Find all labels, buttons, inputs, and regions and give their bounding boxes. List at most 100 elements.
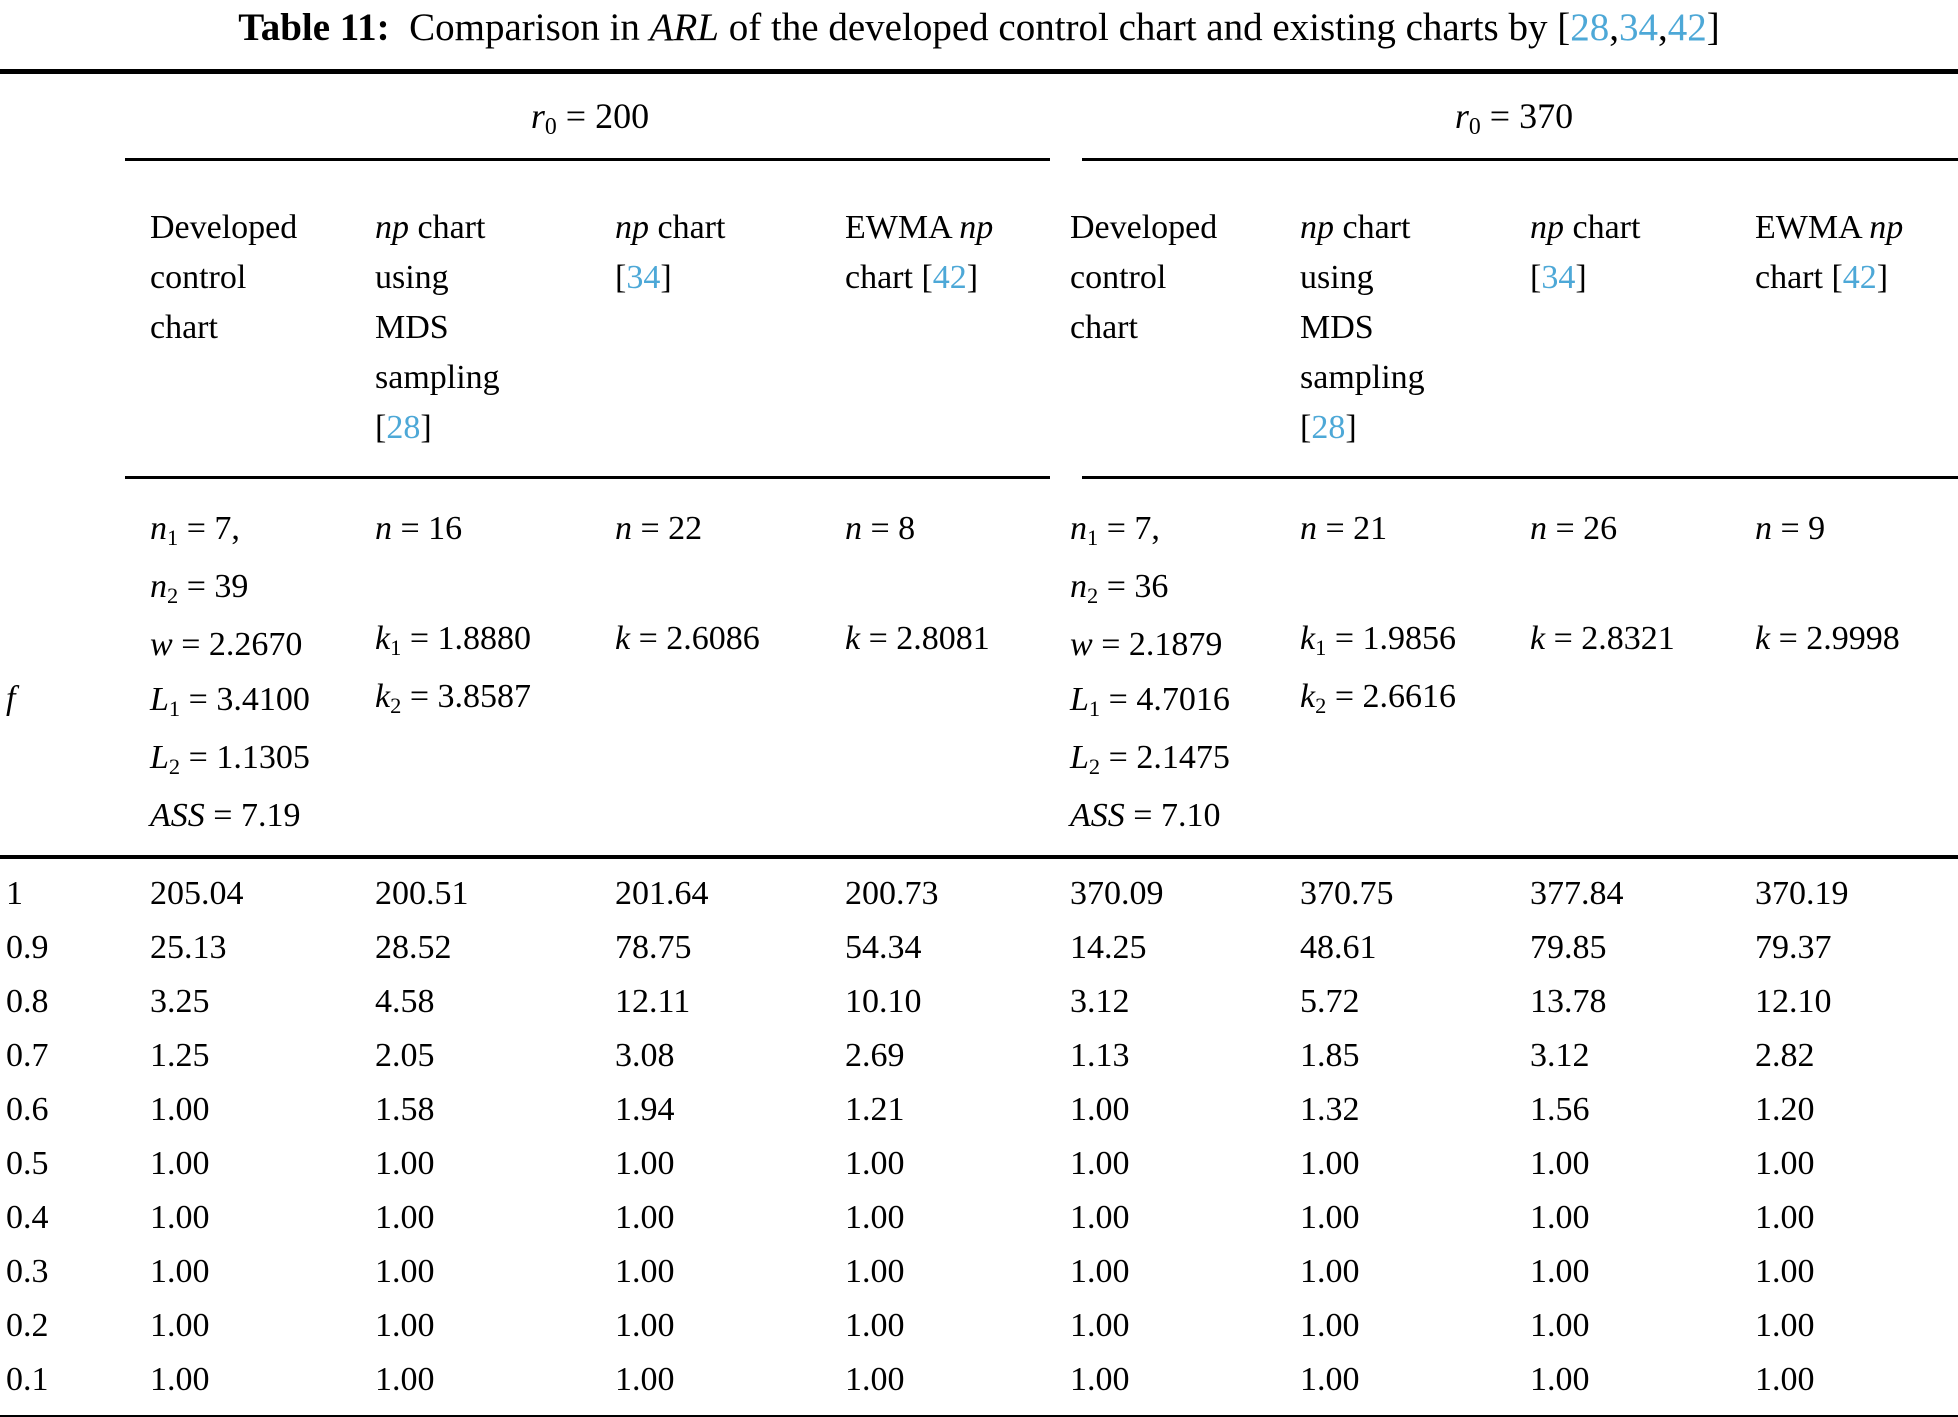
table-rule-bottom <box>0 1415 1958 1417</box>
table-cell: 78.75 <box>615 929 692 966</box>
group-rules-row <box>0 158 1958 161</box>
table-row: 0.1 1.00 1.00 1.00 1.00 1.00 1.00 1.00 1.00 <box>0 1353 1958 1407</box>
table-cell: 79.37 <box>1755 929 1832 966</box>
parameter-row: f n1 = 7, n2 = 39 w = 2.2670 L1 = 3.4100… <box>0 501 1958 843</box>
table-cell: 1.00 <box>1755 1253 1815 1290</box>
table-cell: 1.94 <box>615 1091 675 1128</box>
table-cell: 1.00 <box>375 1361 435 1398</box>
table-cell: 1.00 <box>1070 1307 1130 1344</box>
table-cell: 1.00 <box>1530 1307 1590 1344</box>
group-header-r0-370: r0 = 370 <box>1454 96 1574 140</box>
table-cell: 13.78 <box>1530 983 1607 1020</box>
table-row: 0.3 1.00 1.00 1.00 1.00 1.00 1.00 1.00 1.00 <box>0 1245 1958 1299</box>
table-cell: 1.00 <box>1530 1361 1590 1398</box>
table-row: 0.9 25.13 28.52 78.75 54.34 14.25 48.61 79.85 79… <box>0 921 1958 975</box>
citation-link[interactable]: 34 <box>1541 259 1576 296</box>
col-header-developed-chart-200: Developed control chart <box>150 209 298 346</box>
citation-link[interactable]: 34 <box>1618 6 1658 49</box>
table-cell: 1.00 <box>150 1253 210 1290</box>
table-cell: 1.00 <box>1070 1199 1130 1236</box>
table-cell: 1.00 <box>150 1145 210 1182</box>
table-cell: 1.00 <box>615 1253 675 1290</box>
col-header-ewma-np-chart-370: EWMA np chart [42] <box>1755 209 1904 296</box>
table-cell: 1.32 <box>1300 1091 1360 1128</box>
table-cell: 1.00 <box>615 1199 675 1236</box>
col-header-np-mds-chart-370: np chart using MDS sampling [28] <box>1300 209 1425 446</box>
citation-link[interactable]: 42 <box>1842 259 1877 296</box>
group-header-row: r0 = 200 r0 = 370 <box>0 74 1958 158</box>
col-header-np-chart-370: np chart [34] <box>1530 209 1641 296</box>
table-row: 1 205.04 200.51 201.64 200.73 370.09 370.75 377… <box>0 867 1958 921</box>
row-label: 1 <box>6 875 23 912</box>
params-developed-chart-200: n1 = 7, n2 = 39 w = 2.2670 L1 = 3.4100 L… <box>150 510 310 834</box>
table-row: 0.4 1.00 1.00 1.00 1.00 1.00 1.00 1.00 1.00 <box>0 1191 1958 1245</box>
table-cell: 1.00 <box>150 1091 210 1128</box>
row-label-f: f <box>6 680 16 717</box>
params-np-mds-chart-200: n = 16 k1 = 1.8880 k2 = 3.8587 <box>375 510 531 718</box>
table-body: 1 205.04 200.51 201.64 200.73 370.09 370.75 377… <box>0 859 1958 1407</box>
citation-link[interactable]: 34 <box>626 259 661 296</box>
table-cell: 79.85 <box>1530 929 1607 966</box>
table-cell: 1.00 <box>1755 1307 1815 1344</box>
table-cell: 1.00 <box>845 1253 905 1290</box>
table-cell: 1.00 <box>375 1253 435 1290</box>
group-rule-left <box>125 158 1050 161</box>
table-cell: 5.72 <box>1300 983 1360 1020</box>
group-header-r0-200: r0 = 200 <box>530 96 650 140</box>
table-cell: 1.85 <box>1300 1037 1360 1074</box>
table-row: 0.8 3.25 4.58 12.11 10.10 3.12 5.72 13.78 12.10 <box>0 975 1958 1029</box>
row-label: 0.1 <box>6 1361 49 1398</box>
table-cell: 1.00 <box>1300 1361 1360 1398</box>
citation-link[interactable]: 28 <box>386 409 421 446</box>
row-label: 0.8 <box>6 983 49 1020</box>
row-label: 0.3 <box>6 1253 49 1290</box>
table-cell: 1.20 <box>1755 1091 1815 1128</box>
table-cell: 1.00 <box>615 1145 675 1182</box>
table-cell: 200.51 <box>375 875 469 912</box>
citation-link[interactable]: 42 <box>932 259 967 296</box>
table-cell: 1.00 <box>845 1361 905 1398</box>
table-cell: 1.00 <box>1070 1145 1130 1182</box>
citation-link[interactable]: 28 <box>1311 409 1346 446</box>
table-cell: 1.00 <box>845 1199 905 1236</box>
params-np-mds-chart-370: n = 21 k1 = 1.9856 k2 = 2.6616 <box>1300 510 1456 718</box>
col-header-ewma-np-chart-200: EWMA np chart [42] <box>845 209 994 296</box>
table-cell: 1.00 <box>375 1199 435 1236</box>
table-cell: 1.00 <box>1755 1361 1815 1398</box>
table-cell: 12.10 <box>1755 983 1832 1020</box>
row-label: 0.7 <box>6 1037 49 1074</box>
params-np-chart-370: n = 26 k = 2.8321 <box>1530 510 1675 657</box>
row-label: 0.6 <box>6 1091 49 1128</box>
citation-link[interactable]: 42 <box>1667 6 1707 49</box>
table-rule-top <box>0 69 1958 74</box>
table-cell: 1.00 <box>1530 1145 1590 1182</box>
table-cell: 1.00 <box>1070 1361 1130 1398</box>
table-cell: 54.34 <box>845 929 922 966</box>
citation-link[interactable]: 28 <box>1570 6 1610 49</box>
table-cell: 4.58 <box>375 983 435 1020</box>
table-row: 0.6 1.00 1.58 1.94 1.21 1.00 1.32 1.56 1.20 <box>0 1083 1958 1137</box>
params-developed-chart-370: n1 = 7, n2 = 36 w = 2.1879 L1 = 4.7016 L… <box>1070 510 1230 834</box>
table-cell: 1.13 <box>1070 1037 1130 1074</box>
row-label: 0.4 <box>6 1199 49 1236</box>
table-cell: 1.00 <box>615 1307 675 1344</box>
col-header-np-chart-200: np chart [34] <box>615 209 726 296</box>
table-row: 0.5 1.00 1.00 1.00 1.00 1.00 1.00 1.00 1.00 <box>0 1137 1958 1191</box>
row-label: 0.9 <box>6 929 49 966</box>
table-row: 0.7 1.25 2.05 3.08 2.69 1.13 1.85 3.12 2.82 <box>0 1029 1958 1083</box>
table-cell: 1.00 <box>1530 1253 1590 1290</box>
params-ewma-np-chart-370: n = 9 k = 2.9998 <box>1755 510 1900 657</box>
table-cell: 25.13 <box>150 929 227 966</box>
table-cell: 1.25 <box>150 1037 210 1074</box>
table-cell: 1.00 <box>1300 1253 1360 1290</box>
table-caption: Table 11: Comparison in ARL of the devel… <box>238 6 1720 49</box>
header-rule-right <box>1082 476 1958 479</box>
table-cell: 1.00 <box>150 1361 210 1398</box>
table-cell: 370.75 <box>1300 875 1394 912</box>
table-cell: 1.00 <box>1300 1199 1360 1236</box>
table-cell: 200.73 <box>845 875 939 912</box>
table-cell: 28.52 <box>375 929 452 966</box>
table-cell: 1.58 <box>375 1091 435 1128</box>
table-cell: 3.08 <box>615 1037 675 1074</box>
